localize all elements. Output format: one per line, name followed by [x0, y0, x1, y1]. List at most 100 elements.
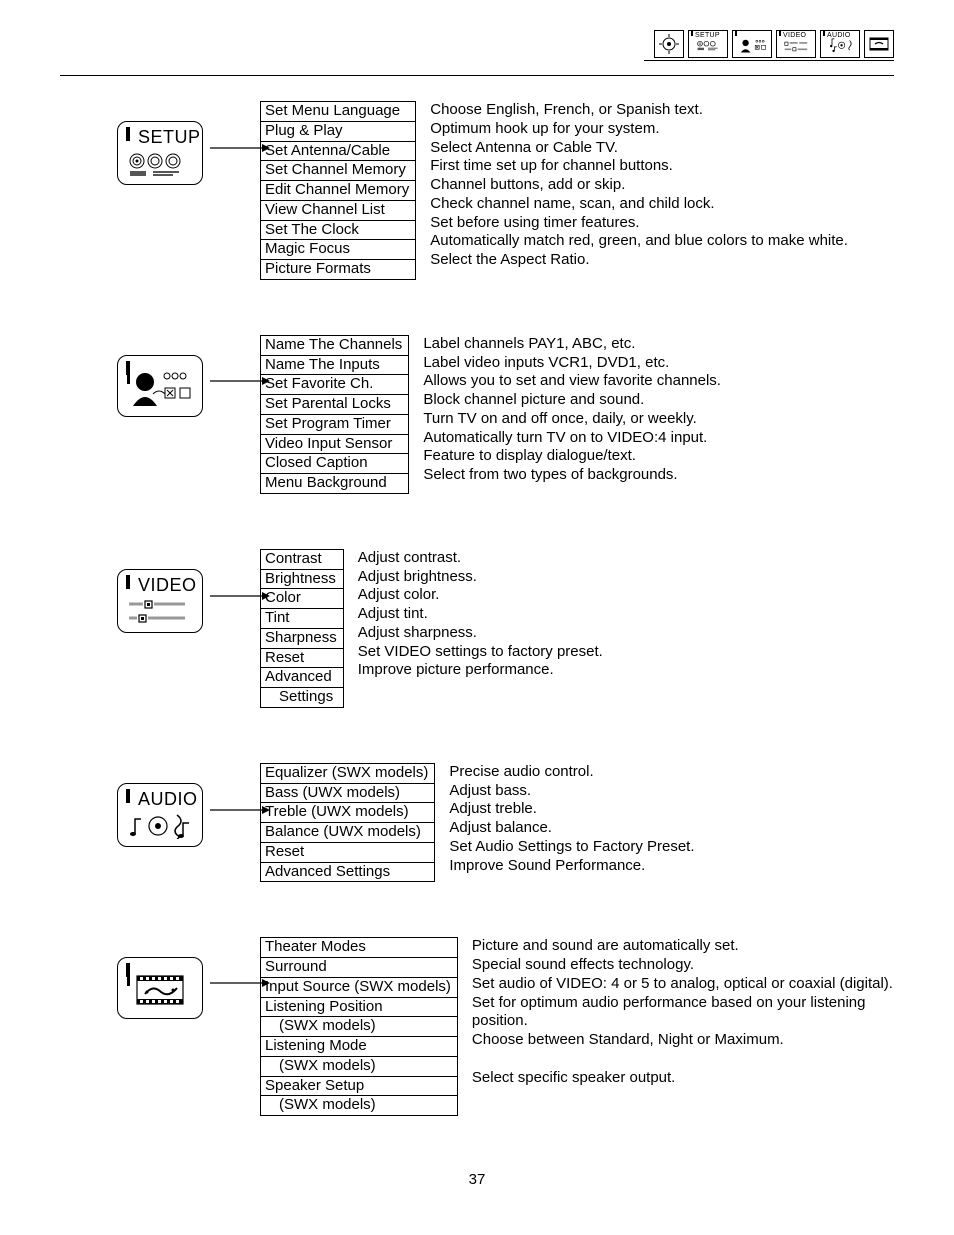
menu-item-label: Bass (UWX models) [261, 783, 435, 803]
menu-item-description: Adjust color. [358, 586, 603, 605]
category-icon-box [117, 355, 203, 417]
arrow-icon [210, 978, 270, 988]
video-icon [124, 598, 196, 626]
menu-item-label: Advanced Settings [261, 862, 435, 882]
category-title: VIDEO [138, 575, 196, 596]
menu-item-label: Magic Focus [261, 240, 416, 260]
menu-item-description: Set VIDEO settings to factory preset. [358, 643, 603, 662]
menu-item-description: First time set up for channel buttons. [430, 157, 848, 176]
header-tabs: SETUP VIDEO AUDIO [644, 30, 894, 61]
menu-item-description: Select Antenna or Cable TV. [430, 139, 848, 158]
menu-item-label: Speaker Setup [261, 1076, 458, 1096]
menu-item-label: Balance (UWX models) [261, 823, 435, 843]
menu-items-table: Name The ChannelsName The InputsSet Favo… [260, 335, 409, 494]
menu-item-label: Equalizer (SWX models) [261, 763, 435, 783]
menu-item-label: Theater Modes [261, 938, 458, 958]
menu-item-label: Picture Formats [261, 260, 416, 280]
film-icon [124, 968, 196, 1010]
menu-descriptions: Precise audio control.Adjust bass.Adjust… [449, 763, 694, 883]
header-tab-setup: SETUP [688, 30, 728, 58]
arrow-icon [210, 143, 270, 153]
menu-item-label: Plug & Play [261, 121, 416, 141]
menu-item-description: Picture and sound are automatically set. [472, 937, 893, 956]
category-icon-box: AUDIO [117, 783, 203, 847]
menu-item-label: Edit Channel Memory [261, 181, 416, 201]
menu-section: Name The ChannelsName The InputsSet Favo… [60, 335, 894, 494]
page-number: 37 [60, 1171, 894, 1188]
menu-descriptions: Picture and sound are automatically set.… [472, 937, 893, 1116]
menu-items-table: Theater ModesSurroundInput Source (SWX m… [260, 937, 458, 1116]
menu-item-description [472, 1087, 893, 1106]
menu-item-description: Improve Sound Performance. [449, 857, 694, 876]
menu-item-label: Name The Inputs [261, 355, 409, 375]
menu-item-label: Set Menu Language [261, 102, 416, 122]
menu-item-label: Tint [261, 609, 344, 629]
category-icon-box: VIDEO [117, 569, 203, 633]
menu-descriptions: Adjust contrast.Adjust brightness.Adjust… [358, 549, 603, 708]
menu-item-description: Adjust bass. [449, 782, 694, 801]
arrow-icon [210, 805, 270, 815]
menu-item-description: Set audio of VIDEO: 4 or 5 to analog, op… [472, 975, 893, 994]
menu-item-description: Adjust sharpness. [358, 624, 603, 643]
menu-item-description: Automatically turn TV on to VIDEO:4 inpu… [423, 429, 721, 448]
header-icon-film [864, 30, 894, 58]
menu-descriptions: Label channels PAY1, ABC, etc.Label vide… [423, 335, 721, 494]
menu-item-description [358, 680, 603, 699]
menu-items-table: Set Menu LanguagePlug & PlaySet Antenna/… [260, 101, 416, 280]
menu-item-label: Settings [261, 688, 344, 708]
menu-section: SETUP Set Menu LanguagePlug & PlaySet Ant… [60, 101, 894, 280]
menu-item-description: Feature to display dialogue/text. [423, 447, 721, 466]
menu-item-label: Name The Channels [261, 335, 409, 355]
menu-item-label: Set Favorite Ch. [261, 375, 409, 395]
header-tab-audio: AUDIO [820, 30, 860, 58]
menu-item-description: Adjust balance. [449, 819, 694, 838]
menu-item-description: Set before using timer features. [430, 214, 848, 233]
header-icon-target [654, 30, 684, 58]
menu-item-description: Allows you to set and view favorite chan… [423, 372, 721, 391]
menu-item-label: (SWX models) [261, 1017, 458, 1037]
menu-item-label: View Channel List [261, 200, 416, 220]
user-icon [124, 366, 196, 408]
arrow-icon [210, 591, 270, 601]
menu-item-description: Choose English, French, or Spanish text. [430, 101, 848, 120]
menu-item-description: Select the Aspect Ratio. [430, 251, 848, 270]
menu-item-label: Set Parental Locks [261, 395, 409, 415]
audio-icon [124, 812, 196, 840]
menu-item-description: Set Audio Settings to Factory Preset. [449, 838, 694, 857]
menu-items-table: Equalizer (SWX models)Bass (UWX models)T… [260, 763, 435, 883]
menu-item-description: Turn TV on and off once, daily, or weekl… [423, 410, 721, 429]
menu-item-description [472, 1050, 893, 1069]
menu-item-label: Treble (UWX models) [261, 803, 435, 823]
menu-item-label: Reset [261, 842, 435, 862]
category-title: SETUP [138, 127, 196, 148]
menu-item-label: Closed Caption [261, 454, 409, 474]
menu-item-label: Set Channel Memory [261, 161, 416, 181]
arrow-icon [210, 376, 270, 386]
menu-item-label: Listening Position [261, 997, 458, 1017]
menu-item-description: Special sound effects technology. [472, 956, 893, 975]
menu-item-description: Adjust brightness. [358, 568, 603, 587]
menu-item-label: (SWX models) [261, 1056, 458, 1076]
menu-item-label: Color [261, 589, 344, 609]
menu-item-label: Video Input Sensor [261, 434, 409, 454]
menu-item-description: Adjust treble. [449, 800, 694, 819]
menu-item-label: Sharpness [261, 628, 344, 648]
menu-item-description: Precise audio control. [449, 763, 694, 782]
menu-item-label: Brightness [261, 569, 344, 589]
category-icon-box [117, 957, 203, 1019]
menu-item-description: position. [472, 1012, 893, 1031]
menu-item-label: Set Program Timer [261, 414, 409, 434]
menu-item-label: Listening Mode [261, 1037, 458, 1057]
category-icon-box: SETUP [117, 121, 203, 185]
menu-item-description: Improve picture performance. [358, 661, 603, 680]
menu-section: Theater ModesSurroundInput Source (SWX m… [60, 937, 894, 1116]
header-tab-user [732, 30, 772, 58]
menu-section: VIDEOContrastBrightnessColorTintSharpnes… [60, 549, 894, 708]
menu-item-label: Menu Background [261, 474, 409, 494]
menu-item-label: (SWX models) [261, 1096, 458, 1116]
menu-item-description: Choose between Standard, Night or Maximu… [472, 1031, 893, 1050]
menu-item-label: Set Antenna/Cable [261, 141, 416, 161]
menu-item-description: Check channel name, scan, and child lock… [430, 195, 848, 214]
menu-item-label: Input Source (SWX models) [261, 977, 458, 997]
menu-item-description: Optimum hook up for your system. [430, 120, 848, 139]
